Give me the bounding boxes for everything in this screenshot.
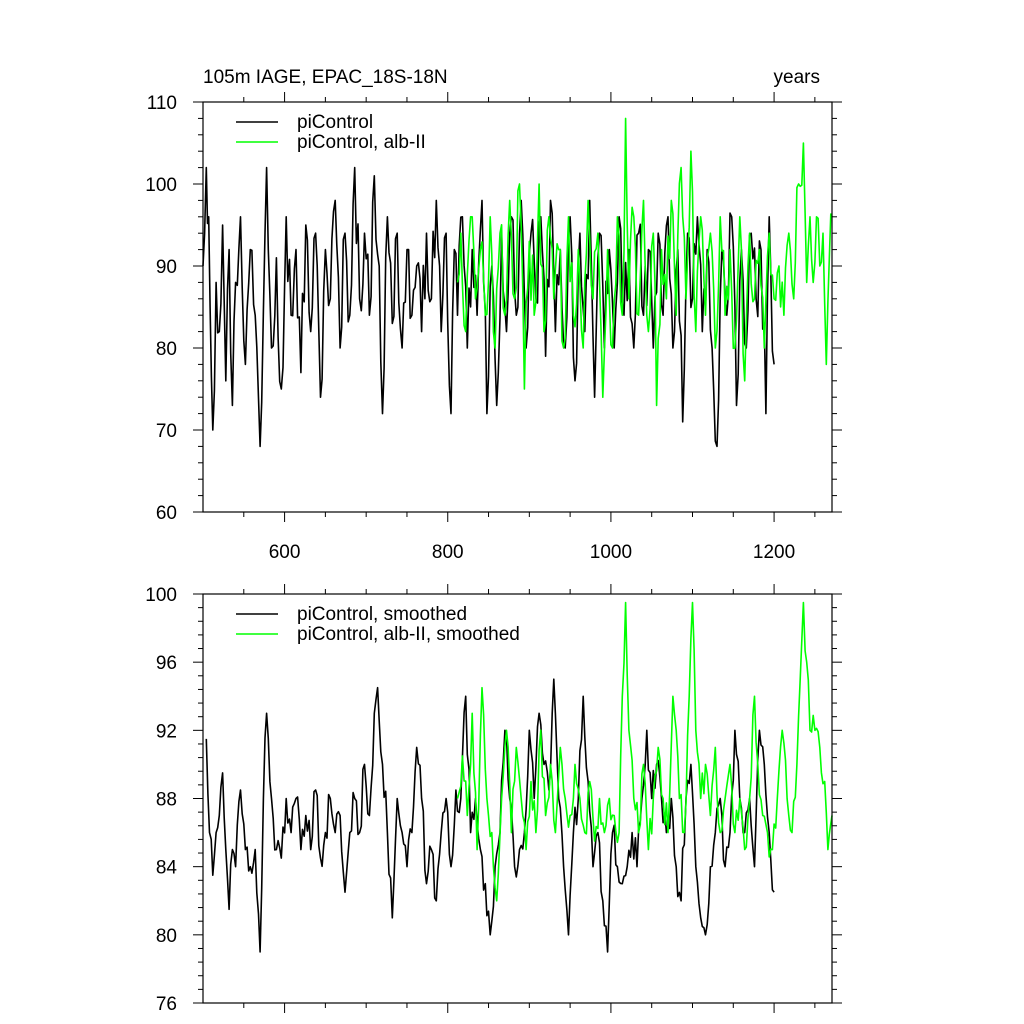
y-tick-label: 70 bbox=[156, 421, 177, 442]
series-line-alb-ii bbox=[456, 601, 833, 902]
panel-title-left: 105m IAGE, EPAC_18S-18N bbox=[203, 67, 448, 88]
y-tick-label: 60 bbox=[156, 503, 177, 524]
top-panel: 60 70 80 90 100 110 600 800 1000 1200 piControlpiC… bbox=[145, 92, 842, 563]
panel-title-right: years bbox=[774, 67, 820, 88]
y-tick-label: 80 bbox=[156, 339, 177, 360]
legend-label: piControl, smoothed bbox=[297, 604, 467, 625]
legend-label: piControl, alb-II, smoothed bbox=[297, 624, 520, 645]
series-line-picontrol bbox=[205, 678, 775, 953]
x-tick-label: 1000 bbox=[590, 542, 632, 563]
plot-frame bbox=[202, 101, 833, 513]
legend-label: piControl, alb-II bbox=[297, 132, 426, 153]
bottom-panel: 76 80 84 88 92 96 100 piControl, smoothedpiCont… bbox=[145, 584, 842, 1015]
x-tick-label: 1200 bbox=[753, 542, 795, 563]
y-tick-label: 80 bbox=[156, 926, 177, 947]
y-tick-label: 76 bbox=[156, 994, 177, 1015]
y-tick-label: 92 bbox=[156, 721, 177, 742]
y-tick-label: 88 bbox=[156, 790, 177, 811]
y-tick-label: 90 bbox=[156, 257, 177, 278]
y-tick-label: 96 bbox=[156, 653, 177, 674]
y-tick-label: 100 bbox=[145, 585, 177, 606]
series-line-alb-ii bbox=[456, 117, 833, 407]
y-tick-label: 84 bbox=[156, 858, 178, 879]
series-line-picontrol bbox=[202, 166, 775, 448]
y-tick-label: 110 bbox=[147, 93, 177, 114]
x-tick-label: 600 bbox=[269, 542, 301, 563]
x-tick-label: 800 bbox=[432, 542, 464, 563]
legend-label: piControl bbox=[297, 112, 373, 133]
y-tick-label: 100 bbox=[145, 175, 177, 196]
